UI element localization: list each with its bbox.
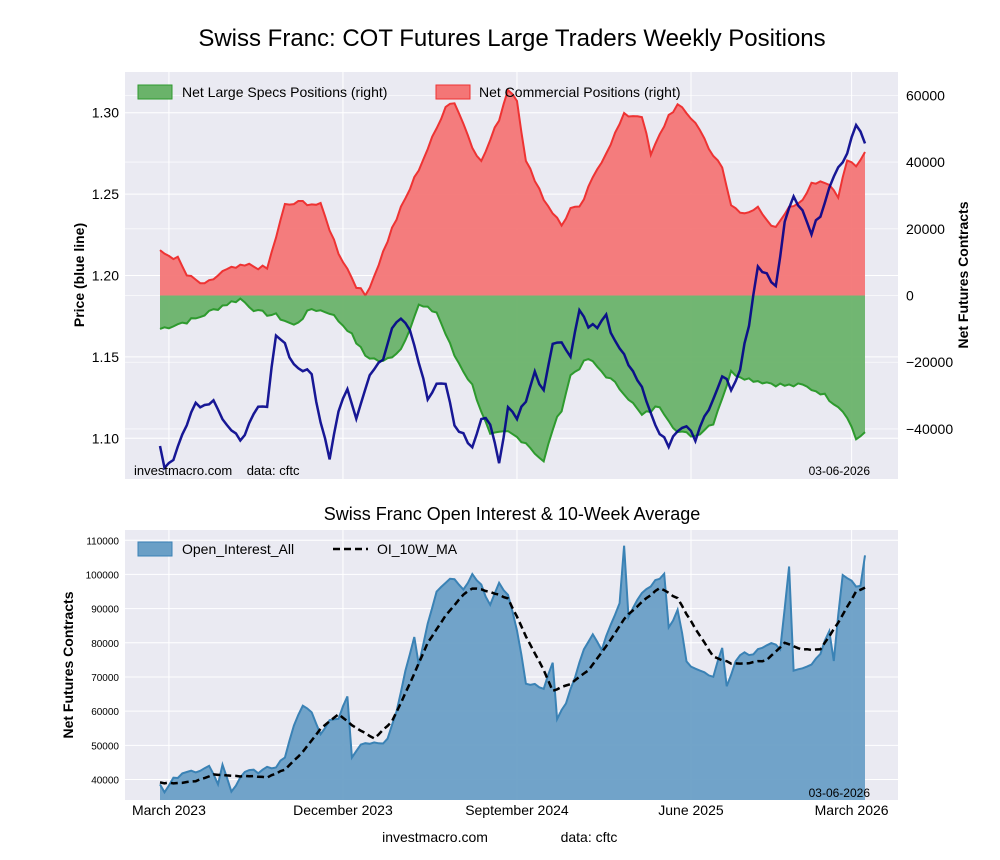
bottom-legend: Open_Interest_All OI_10W_MA: [137, 541, 458, 557]
bottom-series: [159, 545, 866, 800]
net-large-specs-line: [159, 297, 866, 464]
price-tick-label: 1.15: [92, 349, 119, 365]
top-axes: 1.10 1.15 1.20 1.25 1.30 −40000 −20000 0 20000 40…: [92, 87, 954, 446]
open-interest-title: Swiss Franc Open Interest & 10-Week Aver…: [324, 504, 701, 524]
net-tick-label: 40000: [906, 154, 945, 170]
net-large-specs-area: [160, 295, 865, 462]
oi-10w-ma-line: [159, 586, 866, 785]
legend-commercial-label: Net Commercial Positions (right): [479, 84, 681, 100]
legend-commercial-swatch: [435, 84, 471, 100]
legend-specs-swatch: [137, 84, 173, 100]
price-tick-label: 1.20: [92, 268, 119, 284]
net-tick-label: 0: [906, 288, 914, 304]
date-tick-label: March 2023: [132, 802, 206, 818]
top-series: [158, 88, 867, 471]
bottom-panel: Swiss Franc Open Interest & 10-Week Aver…: [60, 504, 898, 818]
date-tick-label: September 2024: [465, 802, 569, 818]
open-interest-line: [159, 545, 866, 795]
bottom-date-annotation: 03-06-2026: [809, 786, 871, 800]
net-tick-label: −20000: [906, 354, 953, 370]
date-tick-label: March 2026: [815, 802, 889, 818]
date-tick-label: June 2025: [658, 802, 724, 818]
top-panel: 1.10 1.15 1.20 1.25 1.30 −40000 −20000 0 20000 40…: [71, 72, 971, 479]
price-tick-label: 1.25: [92, 186, 119, 202]
open-interest-area: [160, 545, 865, 800]
top-legend: Net Large Specs Positions (right) Net Com…: [137, 84, 681, 100]
net-commercial-area: [160, 90, 865, 296]
oi-tick-label: 60000: [91, 707, 119, 718]
top-source-annotation: investmacro.com data: cftc: [134, 463, 300, 478]
oi-tick-label: 80000: [91, 639, 119, 650]
date-tick-label: December 2023: [293, 802, 393, 818]
legend-ma-label: OI_10W_MA: [377, 541, 458, 557]
price-axis-label: Price (blue line): [71, 223, 87, 327]
legend-specs-label: Net Large Specs Positions (right): [182, 84, 387, 100]
oi-tick-label: 90000: [91, 605, 119, 616]
chart-title: Swiss Franc: COT Futures Large Traders W…: [198, 25, 825, 52]
legend-oi-label: Open_Interest_All: [182, 541, 294, 557]
oi-tick-label: 110000: [86, 536, 119, 547]
price-line: [158, 122, 867, 471]
open-interest-axis-label: Net Futures Contracts: [60, 591, 76, 738]
net-commercial-line: [159, 88, 866, 298]
net-tick-label: −40000: [906, 421, 953, 437]
bottom-axes: 40000 50000 60000 70000 80000 90000 100000 1100…: [86, 536, 889, 818]
price-tick-label: 1.30: [92, 105, 119, 121]
net-contracts-axis-label: Net Futures Contracts: [955, 201, 971, 348]
oi-tick-label: 70000: [91, 673, 119, 684]
oi-tick-label: 40000: [91, 775, 119, 786]
oi-tick-label: 100000: [86, 570, 120, 581]
oi-tick-label: 50000: [91, 741, 119, 752]
net-tick-label: 60000: [906, 87, 945, 103]
footer-source: data: cftc: [561, 829, 618, 845]
net-tick-label: 20000: [906, 221, 945, 237]
legend-oi-swatch: [137, 541, 173, 557]
top-date-annotation: 03-06-2026: [809, 464, 871, 478]
price-tick-label: 1.10: [92, 430, 119, 446]
footer-site: investmacro.com: [382, 829, 488, 845]
